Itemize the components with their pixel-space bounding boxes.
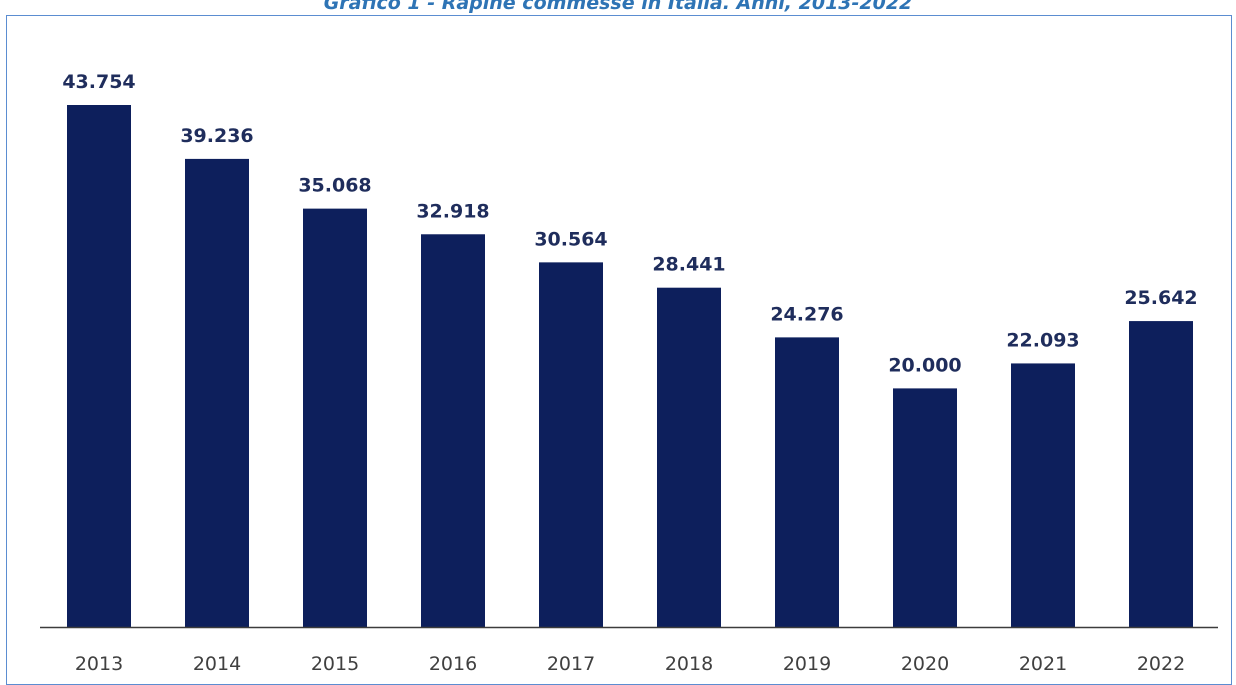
value-label-2019: 24.276 [770,303,843,325]
bars-group [67,105,1193,628]
bar-2020 [893,388,957,627]
value-label-2021: 22.093 [1006,329,1079,351]
bar-2019 [775,337,839,627]
bar-2018 [657,287,721,627]
value-label-2014: 39.236 [180,125,253,147]
x-tick-label-2020: 2020 [901,653,949,675]
value-label-2015: 35.068 [298,175,371,197]
x-tick-label-2014: 2014 [193,653,241,675]
x-tick-label-2022: 2022 [1137,653,1185,675]
value-label-2017: 30.564 [534,228,607,250]
value-label-2022: 25.642 [1124,287,1197,309]
x-tick-labels-group: 2013 2014 2015 2016 2017 2018 2019 2020 2021 2022 [75,653,1185,675]
bar-2021 [1011,363,1075,627]
value-label-2013: 43.754 [62,71,135,93]
value-labels-group: 43.754 39.236 35.068 32.918 30.564 28.441 24.2… [62,71,1197,376]
bar-2014 [185,158,249,628]
bar-2015 [303,208,367,628]
value-label-2020: 20.000 [888,354,961,376]
x-tick-label-2017: 2017 [547,653,595,675]
bar-2017 [539,262,603,627]
bar-2016 [421,234,485,627]
bar-2022 [1129,321,1193,627]
value-label-2018: 28.441 [652,254,725,276]
x-tick-label-2019: 2019 [783,653,831,675]
chart-title: Grafico 1 - Rapine commesse in Italia. A… [323,0,913,14]
value-label-2016: 32.918 [416,200,489,222]
x-tick-label-2021: 2021 [1019,653,1067,675]
x-tick-label-2015: 2015 [311,653,359,675]
x-tick-label-2013: 2013 [75,653,123,675]
bar-2013 [67,105,131,627]
x-tick-label-2016: 2016 [429,653,477,675]
x-tick-label-2018: 2018 [665,653,713,675]
